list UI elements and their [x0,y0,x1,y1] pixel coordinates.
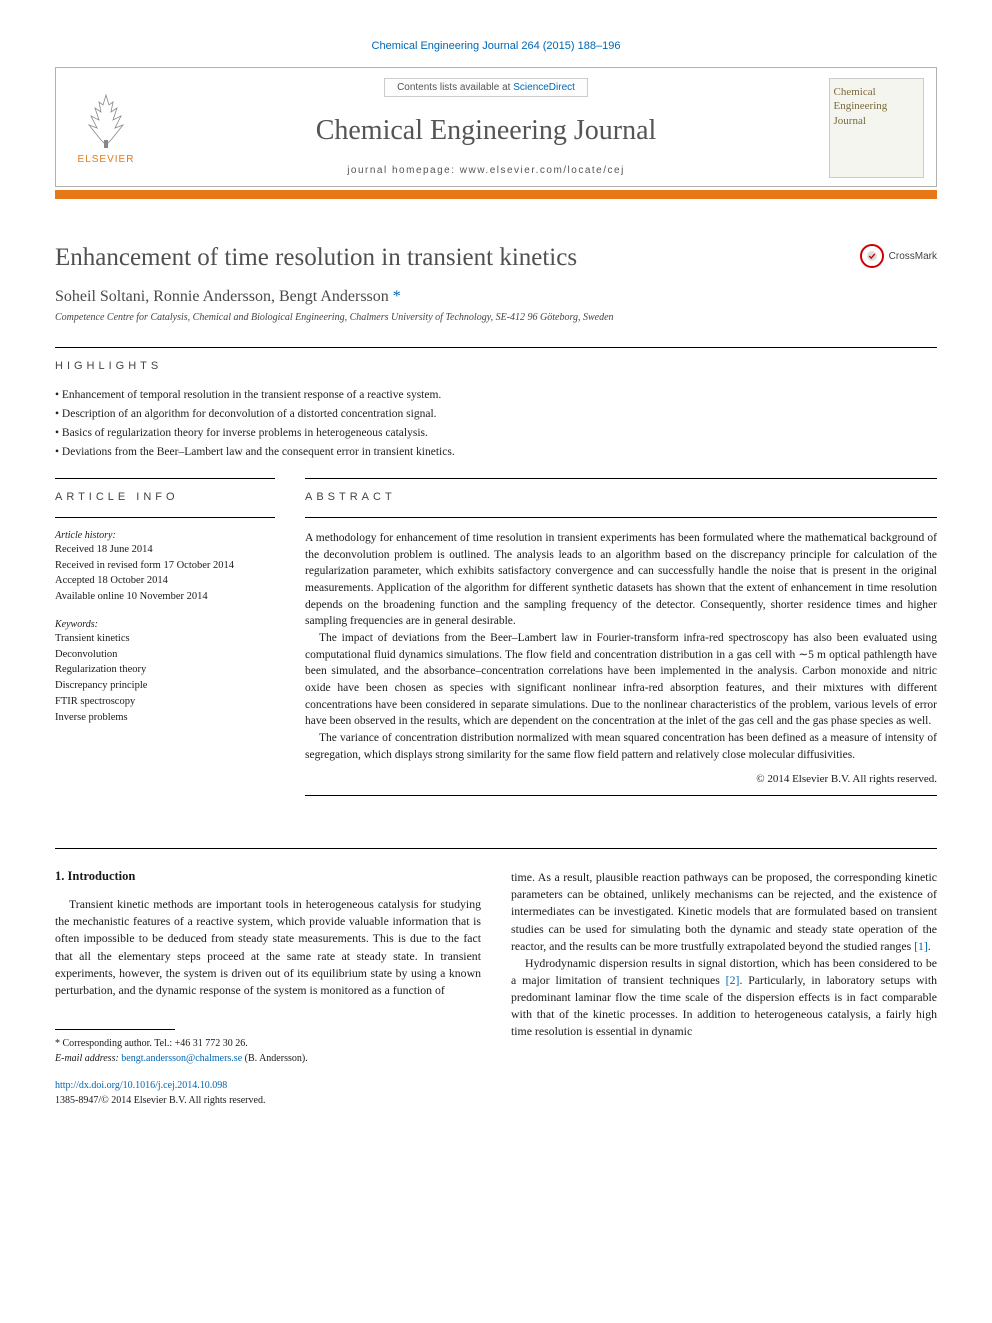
left-column: 1. Introduction Transient kinetic method… [55,869,481,1108]
highlight-item: Deviations from the Beer–Lambert law and… [55,443,937,462]
intro-heading: 1. Introduction [55,869,481,884]
contents-available: Contents lists available at ScienceDirec… [384,78,588,97]
journal-header: ELSEVIER Contents lists available at Sci… [55,67,937,187]
abstract-para: The variance of concentration distributi… [305,730,937,763]
article-info-heading: ARTICLE INFO [55,491,275,503]
abstract-heading: ABSTRACT [305,491,937,503]
divider [305,478,937,479]
journal-homepage: journal homepage: www.elsevier.com/locat… [347,165,625,176]
authors-names: Soheil Soltani, Ronnie Andersson, Bengt … [55,288,393,305]
intro-para: Transient kinetic methods are important … [55,896,481,999]
doi-link[interactable]: http://dx.doi.org/10.1016/j.cej.2014.10.… [55,1080,227,1091]
publisher-name: ELSEVIER [78,154,135,165]
body-columns: 1. Introduction Transient kinetic method… [55,848,937,1108]
article-info-column: ARTICLE INFO Article history: Received 1… [55,478,275,808]
history-line: Available online 10 November 2014 [55,589,275,605]
keyword: Transient kinetics [55,631,275,647]
corresponding-mark: * [393,288,401,305]
authors-line: Soheil Soltani, Ronnie Andersson, Bengt … [55,288,937,306]
cover-thumbnail-section: Chemical Engineering Journal [816,68,936,186]
history-line: Received 18 June 2014 [55,542,275,558]
text-run: . [928,939,931,953]
affiliation: Competence Centre for Catalysis, Chemica… [55,312,937,323]
keyword: FTIR spectroscopy [55,694,275,710]
sciencedirect-link[interactable]: ScienceDirect [513,82,575,93]
citation-line: Chemical Engineering Journal 264 (2015) … [55,40,937,52]
intro-para-cont: time. As a result, plausible reaction pa… [511,869,937,954]
history-heading: Article history: [55,530,275,541]
abstract-column: ABSTRACT A methodology for enhancement o… [305,478,937,808]
crossmark-icon [860,244,884,268]
keyword: Regularization theory [55,662,275,678]
journal-title: Chemical Engineering Journal [316,115,657,147]
keywords-heading: Keywords: [55,619,275,630]
keyword: Deconvolution [55,647,275,663]
right-column: time. As a result, plausible reaction pa… [511,869,937,1108]
divider [305,517,937,518]
intro-para: Hydrodynamic dispersion results in signa… [511,955,937,1040]
keyword: Inverse problems [55,710,275,726]
citation-ref[interactable]: [2] [726,973,740,987]
citation-ref[interactable]: [1] [914,939,928,953]
divider [55,1029,175,1030]
abstract-para: A methodology for enhancement of time re… [305,530,937,630]
email-label: E-mail address: [55,1053,121,1064]
accent-bar [55,190,937,199]
highlights-list: Enhancement of temporal resolution in th… [55,386,937,462]
publisher-logo-section: ELSEVIER [56,68,156,186]
corresponding-author: * Corresponding author. Tel.: +46 31 772… [55,1036,481,1051]
highlight-item: Description of an algorithm for deconvol… [55,405,937,424]
abstract-copyright: © 2014 Elsevier B.V. All rights reserved… [305,773,937,785]
journal-cover-icon: Chemical Engineering Journal [829,78,924,178]
elsevier-tree-icon [81,90,131,150]
abstract-body: A methodology for enhancement of time re… [305,530,937,763]
header-center: Contents lists available at ScienceDirec… [156,68,816,186]
keywords-list: Transient kinetics Deconvolution Regular… [55,631,275,726]
divider [55,517,275,518]
article-history: Received 18 June 2014 Received in revise… [55,542,275,605]
email-link[interactable]: bengt.andersson@chalmers.se [121,1053,242,1064]
divider [55,478,275,479]
abstract-para: The impact of deviations from the Beer–L… [305,630,937,730]
correspondence-footer: * Corresponding author. Tel.: +46 31 772… [55,1029,481,1108]
keyword: Discrepancy principle [55,678,275,694]
issn-line: 1385-8947/© 2014 Elsevier B.V. All right… [55,1093,481,1108]
text-run: time. As a result, plausible reaction pa… [511,870,937,952]
crossmark-label: CrossMark [889,251,937,262]
email-name: (B. Andersson). [242,1053,308,1064]
contents-prefix: Contents lists available at [397,82,513,93]
highlight-item: Enhancement of temporal resolution in th… [55,386,937,405]
crossmark-badge[interactable]: CrossMark [860,244,937,268]
article-title: Enhancement of time resolution in transi… [55,244,577,272]
divider [305,795,937,796]
divider [55,347,937,348]
highlights-heading: HIGHLIGHTS [55,360,937,372]
history-line: Received in revised form 17 October 2014 [55,558,275,574]
history-line: Accepted 18 October 2014 [55,573,275,589]
highlight-item: Basics of regularization theory for inve… [55,424,937,443]
